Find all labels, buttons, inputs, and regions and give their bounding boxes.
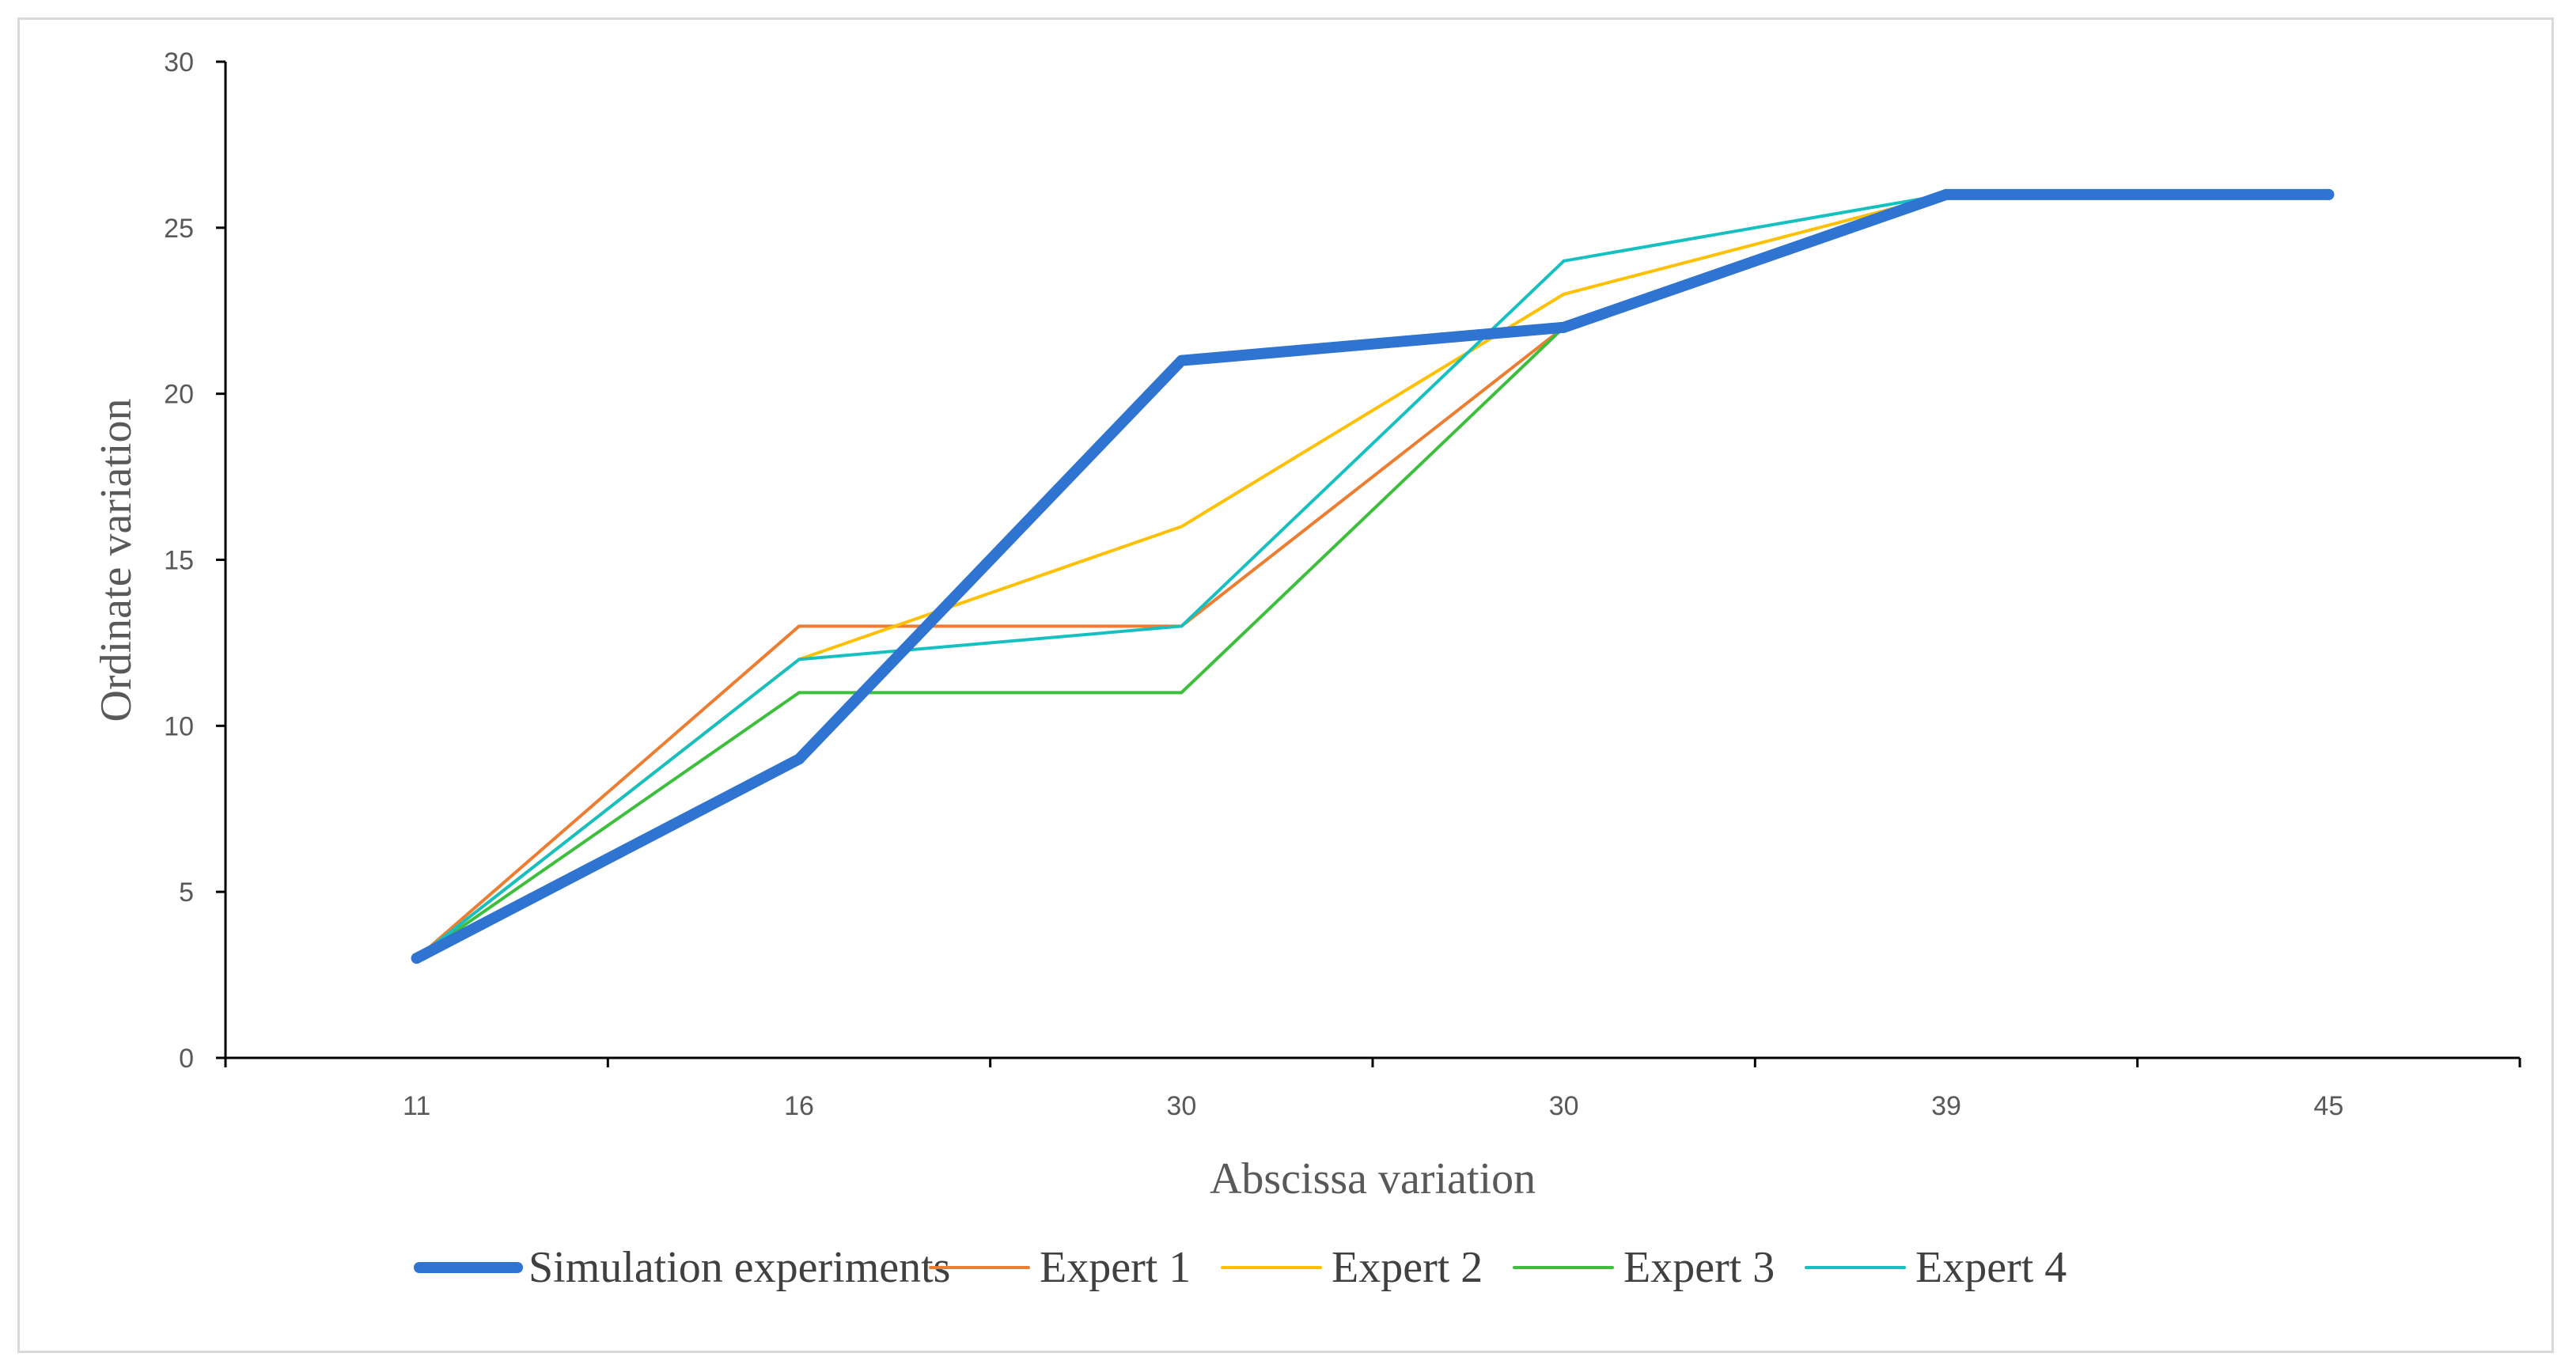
y-ticks: 0 5 10 15 20 25 30 [164,47,225,1074]
x-axis-title: Abscissa variation [1210,1154,1536,1203]
legend-item: Expert 4 [1805,1243,2066,1292]
data-point [1562,259,1566,263]
series-expert-1 [415,192,2331,961]
data-point [797,691,801,695]
legend-label: Expert 2 [1332,1243,1483,1292]
data-point [797,624,801,628]
series-line-simulation-experiments [411,188,2335,965]
data-point [1558,321,1570,333]
series-line-expert-4 [415,192,2331,961]
y-tick-label: 25 [164,214,194,244]
series-lines [411,188,2335,965]
data-point [1180,691,1184,695]
x-tick-label: 45 [2313,1091,2343,1121]
data-point [411,953,422,965]
y-tick-label: 5 [179,877,194,908]
y-tick-label: 15 [164,546,194,576]
legend-item: Expert 3 [1513,1243,1775,1292]
legend-label: Expert 3 [1623,1243,1775,1292]
legend-label: Simulation experiments [528,1243,950,1292]
x-ticks: 11 16 30 30 39 45 [224,1058,2521,1121]
data-point [1180,525,1184,529]
legend-item: Expert 1 [929,1243,1191,1292]
data-point [1941,188,1952,200]
x-tick-label: 16 [784,1091,814,1121]
legend-label: Expert 1 [1040,1243,1191,1292]
y-tick-label: 0 [179,1044,194,1074]
x-tick-label: 39 [1931,1091,1961,1121]
legend-label: Expert 4 [1915,1243,2066,1292]
legend-item: Expert 2 [1221,1243,1483,1292]
series-simulation-experiments [411,188,2335,965]
data-point [1180,624,1184,628]
series-expert-3 [415,192,2331,961]
chart-frame [17,17,2554,1353]
x-tick-label: 11 [403,1091,430,1121]
data-point [1176,354,1188,366]
data-point [797,658,801,661]
data-point [2323,188,2335,200]
y-tick-label: 30 [164,47,194,78]
y-tick-label: 10 [164,711,194,741]
legend: Simulation experiments Expert 1 Expert 2 Ex… [414,1243,2066,1292]
series-expert-4 [415,192,2331,961]
x-tick-label: 30 [1166,1091,1196,1121]
data-point [794,753,805,765]
axes [224,62,2520,1059]
legend-item: Simulation experiments [414,1243,950,1292]
series-line-expert-2 [415,192,2331,961]
series-expert-2 [415,192,2331,961]
series-line-expert-3 [415,192,2331,961]
y-axis-title: Ordinate variation [92,399,141,722]
data-point [1562,292,1566,296]
series-line-expert-1 [415,192,2331,961]
y-tick-label: 20 [164,380,194,410]
x-tick-label: 30 [1549,1091,1579,1121]
